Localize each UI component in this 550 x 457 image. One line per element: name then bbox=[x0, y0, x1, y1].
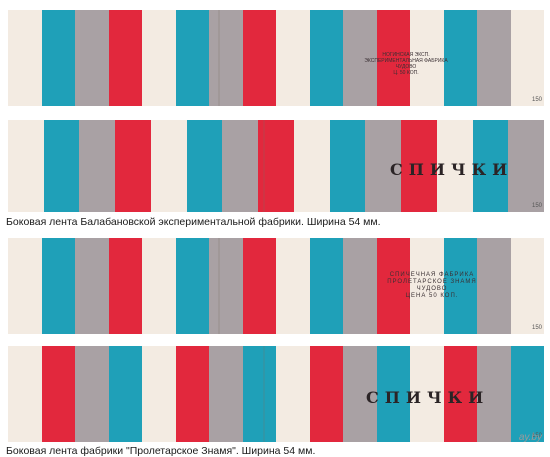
band-cream bbox=[293, 120, 331, 212]
matches-word: СПИЧКИ bbox=[366, 388, 490, 407]
band-grey bbox=[222, 120, 259, 212]
label-line: ЦЕНА 50 КОП. bbox=[405, 293, 459, 299]
band-blue bbox=[41, 238, 76, 334]
fold-line bbox=[218, 238, 220, 334]
band-grey bbox=[365, 120, 402, 212]
band-blue bbox=[472, 120, 509, 212]
edge-number: 150 bbox=[531, 97, 542, 103]
band-red bbox=[242, 238, 277, 334]
label-line: Ц. 50 КОП. bbox=[393, 70, 419, 76]
band-red bbox=[242, 10, 277, 106]
band-red bbox=[258, 120, 295, 212]
site-watermark: ay.by bbox=[518, 432, 542, 443]
band-grey bbox=[209, 10, 243, 106]
band-cream bbox=[142, 238, 176, 334]
band-cream bbox=[510, 238, 544, 334]
band-grey bbox=[75, 238, 109, 334]
edge-number: 150 bbox=[531, 203, 542, 209]
band-red bbox=[175, 346, 210, 442]
band-blue bbox=[309, 238, 344, 334]
band-cream bbox=[410, 238, 444, 334]
band-red bbox=[108, 10, 143, 106]
matches-word: СПИЧКИ bbox=[390, 160, 514, 179]
label-line: СПИЧЕЧНАЯ ФАБРИКА bbox=[389, 272, 475, 278]
band-cream bbox=[436, 120, 474, 212]
band-cream bbox=[410, 10, 444, 106]
factory-label: СПИЧЕЧНАЯ ФАБРИКА ПРОЛЕТАРСКОЕ ЗНАМЯ ЧУД… bbox=[380, 272, 484, 300]
edge-number: 150 bbox=[531, 433, 542, 439]
band-grey bbox=[477, 10, 511, 106]
band-cream bbox=[276, 346, 310, 442]
caption-balabanovo: Боковая лента Балабановской эксперимента… bbox=[6, 216, 381, 228]
band-blue bbox=[510, 346, 544, 442]
band-cream bbox=[8, 346, 42, 442]
matchbox-strip-3: СПИЧЕЧНАЯ ФАБРИКА ПРОЛЕТАРСКОЕ ЗНАМЯ ЧУД… bbox=[8, 238, 544, 334]
band-cream bbox=[8, 10, 42, 106]
band-cream bbox=[142, 10, 176, 106]
band-grey bbox=[79, 120, 116, 212]
band-red bbox=[376, 10, 411, 106]
band-blue bbox=[43, 120, 80, 212]
matchbox-strip-4: СПИЧКИ 150 bbox=[8, 346, 544, 442]
band-grey bbox=[508, 120, 544, 212]
band-blue bbox=[41, 10, 76, 106]
band-red bbox=[401, 120, 438, 212]
band-red bbox=[115, 120, 152, 212]
band-blue bbox=[443, 10, 478, 106]
band-cream bbox=[150, 120, 188, 212]
band-cream bbox=[276, 238, 310, 334]
band-cream bbox=[510, 10, 544, 106]
band-cream bbox=[410, 346, 444, 442]
label-line: ЧУДОВО bbox=[416, 286, 448, 292]
band-cream bbox=[8, 238, 42, 334]
band-grey bbox=[477, 346, 511, 442]
band-blue bbox=[175, 10, 210, 106]
band-blue bbox=[309, 10, 344, 106]
band-grey bbox=[343, 10, 377, 106]
band-cream bbox=[142, 346, 176, 442]
band-red bbox=[309, 346, 344, 442]
matchbox-strip-2: СПИЧКИ 150 bbox=[8, 120, 544, 212]
band-blue bbox=[186, 120, 223, 212]
band-grey bbox=[209, 346, 243, 442]
band-red bbox=[41, 346, 76, 442]
band-grey bbox=[343, 238, 377, 334]
edge-number: 150 bbox=[531, 325, 542, 331]
band-grey bbox=[75, 10, 109, 106]
band-blue bbox=[376, 346, 411, 442]
caption-proletarskoe-znamya: Боковая лента фабрики "Пролетарское Знам… bbox=[6, 445, 316, 457]
band-grey bbox=[75, 346, 109, 442]
band-blue bbox=[329, 120, 366, 212]
matchbox-strip-1: НОГИНСКАЯ ЭКСП. ЭКСПЕРИМЕНТАЛЬНАЯ ФАБРИК… bbox=[8, 10, 544, 106]
band-grey bbox=[477, 238, 511, 334]
factory-label: НОГИНСКАЯ ЭКСП. ЭКСПЕРИМЕНТАЛЬНАЯ ФАБРИК… bbox=[364, 52, 448, 76]
band-blue bbox=[443, 238, 478, 334]
band-blue bbox=[242, 346, 277, 442]
label-line: ЭКСПЕРИМЕНТАЛЬНАЯ ФАБРИКА bbox=[364, 58, 448, 64]
band-cream bbox=[276, 10, 310, 106]
band-grey bbox=[209, 238, 243, 334]
label-line: ПРОЛЕТАРСКОЕ ЗНАМЯ bbox=[387, 279, 477, 285]
label-line: ЧУДОВО bbox=[395, 64, 417, 70]
band-cream bbox=[8, 120, 45, 212]
fold-line bbox=[263, 120, 265, 212]
label-line: НОГИНСКАЯ ЭКСП. bbox=[382, 52, 430, 58]
band-red bbox=[108, 238, 143, 334]
band-grey bbox=[343, 346, 377, 442]
band-blue bbox=[175, 238, 210, 334]
fold-line bbox=[263, 346, 265, 442]
band-red bbox=[376, 238, 411, 334]
band-red bbox=[443, 346, 478, 442]
band-blue bbox=[108, 346, 143, 442]
fold-line bbox=[218, 10, 220, 106]
